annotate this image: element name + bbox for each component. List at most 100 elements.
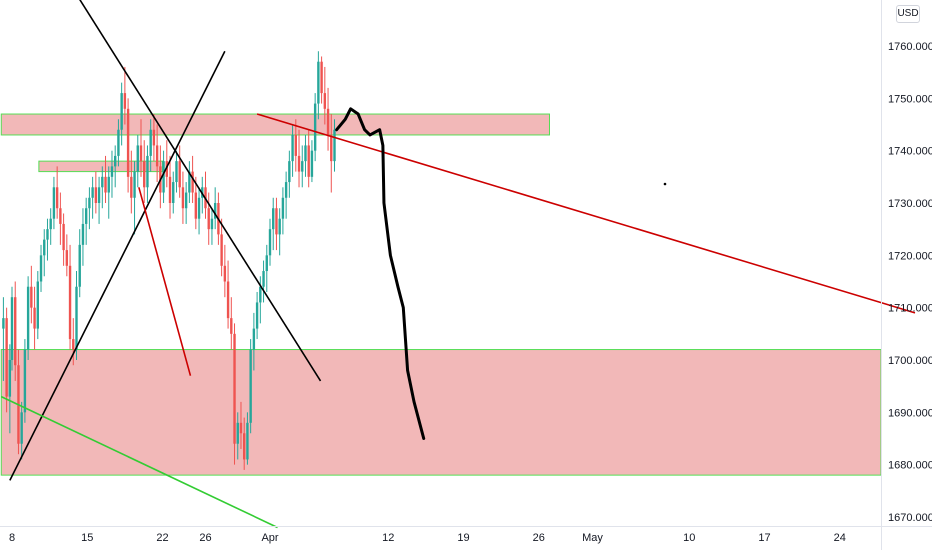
candle-body (249, 349, 252, 423)
candle-body (165, 161, 168, 177)
candle-body (281, 197, 285, 219)
candle-body (91, 187, 94, 198)
trendlines-layer (0, 0, 916, 529)
candle-body (220, 234, 223, 266)
candle-body (313, 103, 317, 151)
trendline-red-short (138, 187, 192, 376)
candle-body (317, 61, 320, 104)
candle-body (43, 239, 46, 256)
candle-body (326, 108, 330, 135)
candle-body (65, 250, 69, 266)
currency-badge[interactable]: USD (896, 5, 920, 23)
candles-layer (2, 51, 336, 470)
candle-body (230, 318, 233, 334)
candle-body (81, 223, 85, 245)
candle-body (284, 182, 288, 198)
time-tick-label: Apr (261, 532, 278, 544)
candle-body (136, 145, 139, 172)
candle-body (275, 208, 278, 235)
candle-body (252, 328, 256, 350)
price-tick-label: 1710.000 (888, 303, 932, 315)
candle-body (226, 281, 230, 319)
candle-body (262, 271, 265, 287)
candle-body (117, 129, 120, 156)
candle-body (97, 187, 101, 203)
candle-body (2, 318, 5, 329)
candle-body (146, 155, 149, 188)
candle-body (126, 108, 130, 177)
candle-body (213, 203, 217, 219)
price-tick-label: 1740.000 (888, 146, 932, 158)
candle-body (46, 229, 49, 240)
candle-body (55, 187, 59, 209)
candle-body (223, 265, 227, 282)
candle-body (194, 192, 198, 219)
candle-body (320, 61, 323, 94)
time-tick-label: 19 (457, 532, 469, 544)
candle-body (84, 208, 88, 224)
candle-body (36, 281, 39, 329)
candle-body (123, 93, 127, 109)
price-tick-label: 1690.000 (888, 407, 932, 419)
candle-body (243, 433, 246, 460)
candle-body (130, 176, 133, 198)
price-tick-label: 1750.000 (888, 93, 932, 105)
candle-body (20, 412, 23, 444)
candle-body (120, 93, 123, 130)
candle-body (272, 208, 275, 230)
candle-body (268, 229, 272, 256)
time-tick-label: 22 (156, 532, 168, 544)
candle-body (14, 297, 17, 366)
time-axis-labels: 8 15 22 26 Apr 12 19 26 May 10 17 24 (9, 532, 846, 544)
candle-body (155, 145, 159, 167)
candle-body (304, 145, 307, 162)
candle-body (72, 339, 75, 350)
trendline-black-ascending (9, 50, 226, 481)
candle-body (239, 422, 243, 434)
time-tick-label: 26 (533, 532, 545, 544)
candle-body (149, 129, 152, 156)
candle-body (310, 150, 314, 177)
time-tick-label: 10 (683, 532, 695, 544)
candle-body (259, 286, 262, 303)
time-tick-label: 8 (9, 532, 15, 544)
candle-body (33, 307, 36, 329)
candle-body (207, 208, 210, 230)
candle-body (30, 286, 33, 308)
candle-body (162, 161, 165, 193)
price-tick-label: 1730.000 (888, 198, 932, 210)
candle-body (59, 208, 62, 224)
candle-body (307, 145, 310, 177)
candle-body (294, 134, 297, 156)
candle-body (278, 218, 281, 235)
candle-body (175, 161, 178, 183)
price-tick-label: 1760.000 (888, 41, 932, 53)
candle-body (236, 422, 239, 444)
candle-body (49, 218, 52, 230)
zone-lower-support (0, 349, 882, 476)
candle-body (288, 161, 291, 183)
price-tick-label: 1700.000 (888, 355, 932, 367)
candle-body (104, 176, 107, 193)
candle-body (323, 93, 327, 109)
time-tick-label: 17 (758, 532, 770, 544)
candle-body (75, 286, 78, 350)
candle-body (233, 333, 236, 444)
candle-body (23, 349, 27, 413)
candle-body (333, 129, 336, 162)
candle-body (26, 286, 30, 350)
candle-body (101, 176, 104, 188)
candle-body (301, 161, 304, 172)
candle-body (8, 360, 12, 397)
time-tick-label: 15 (81, 532, 93, 544)
candle-body (197, 197, 201, 219)
candle-body (143, 161, 146, 188)
candle-body (330, 134, 333, 162)
price-tick-label: 1680.000 (888, 460, 932, 472)
price-axis-labels: 1760.000 1750.000 1740.000 1730.000 1720.000… (888, 41, 932, 524)
candle-body (107, 176, 110, 193)
projection-path (335, 107, 426, 440)
dot-marker (663, 182, 667, 186)
candle-body (168, 176, 172, 203)
